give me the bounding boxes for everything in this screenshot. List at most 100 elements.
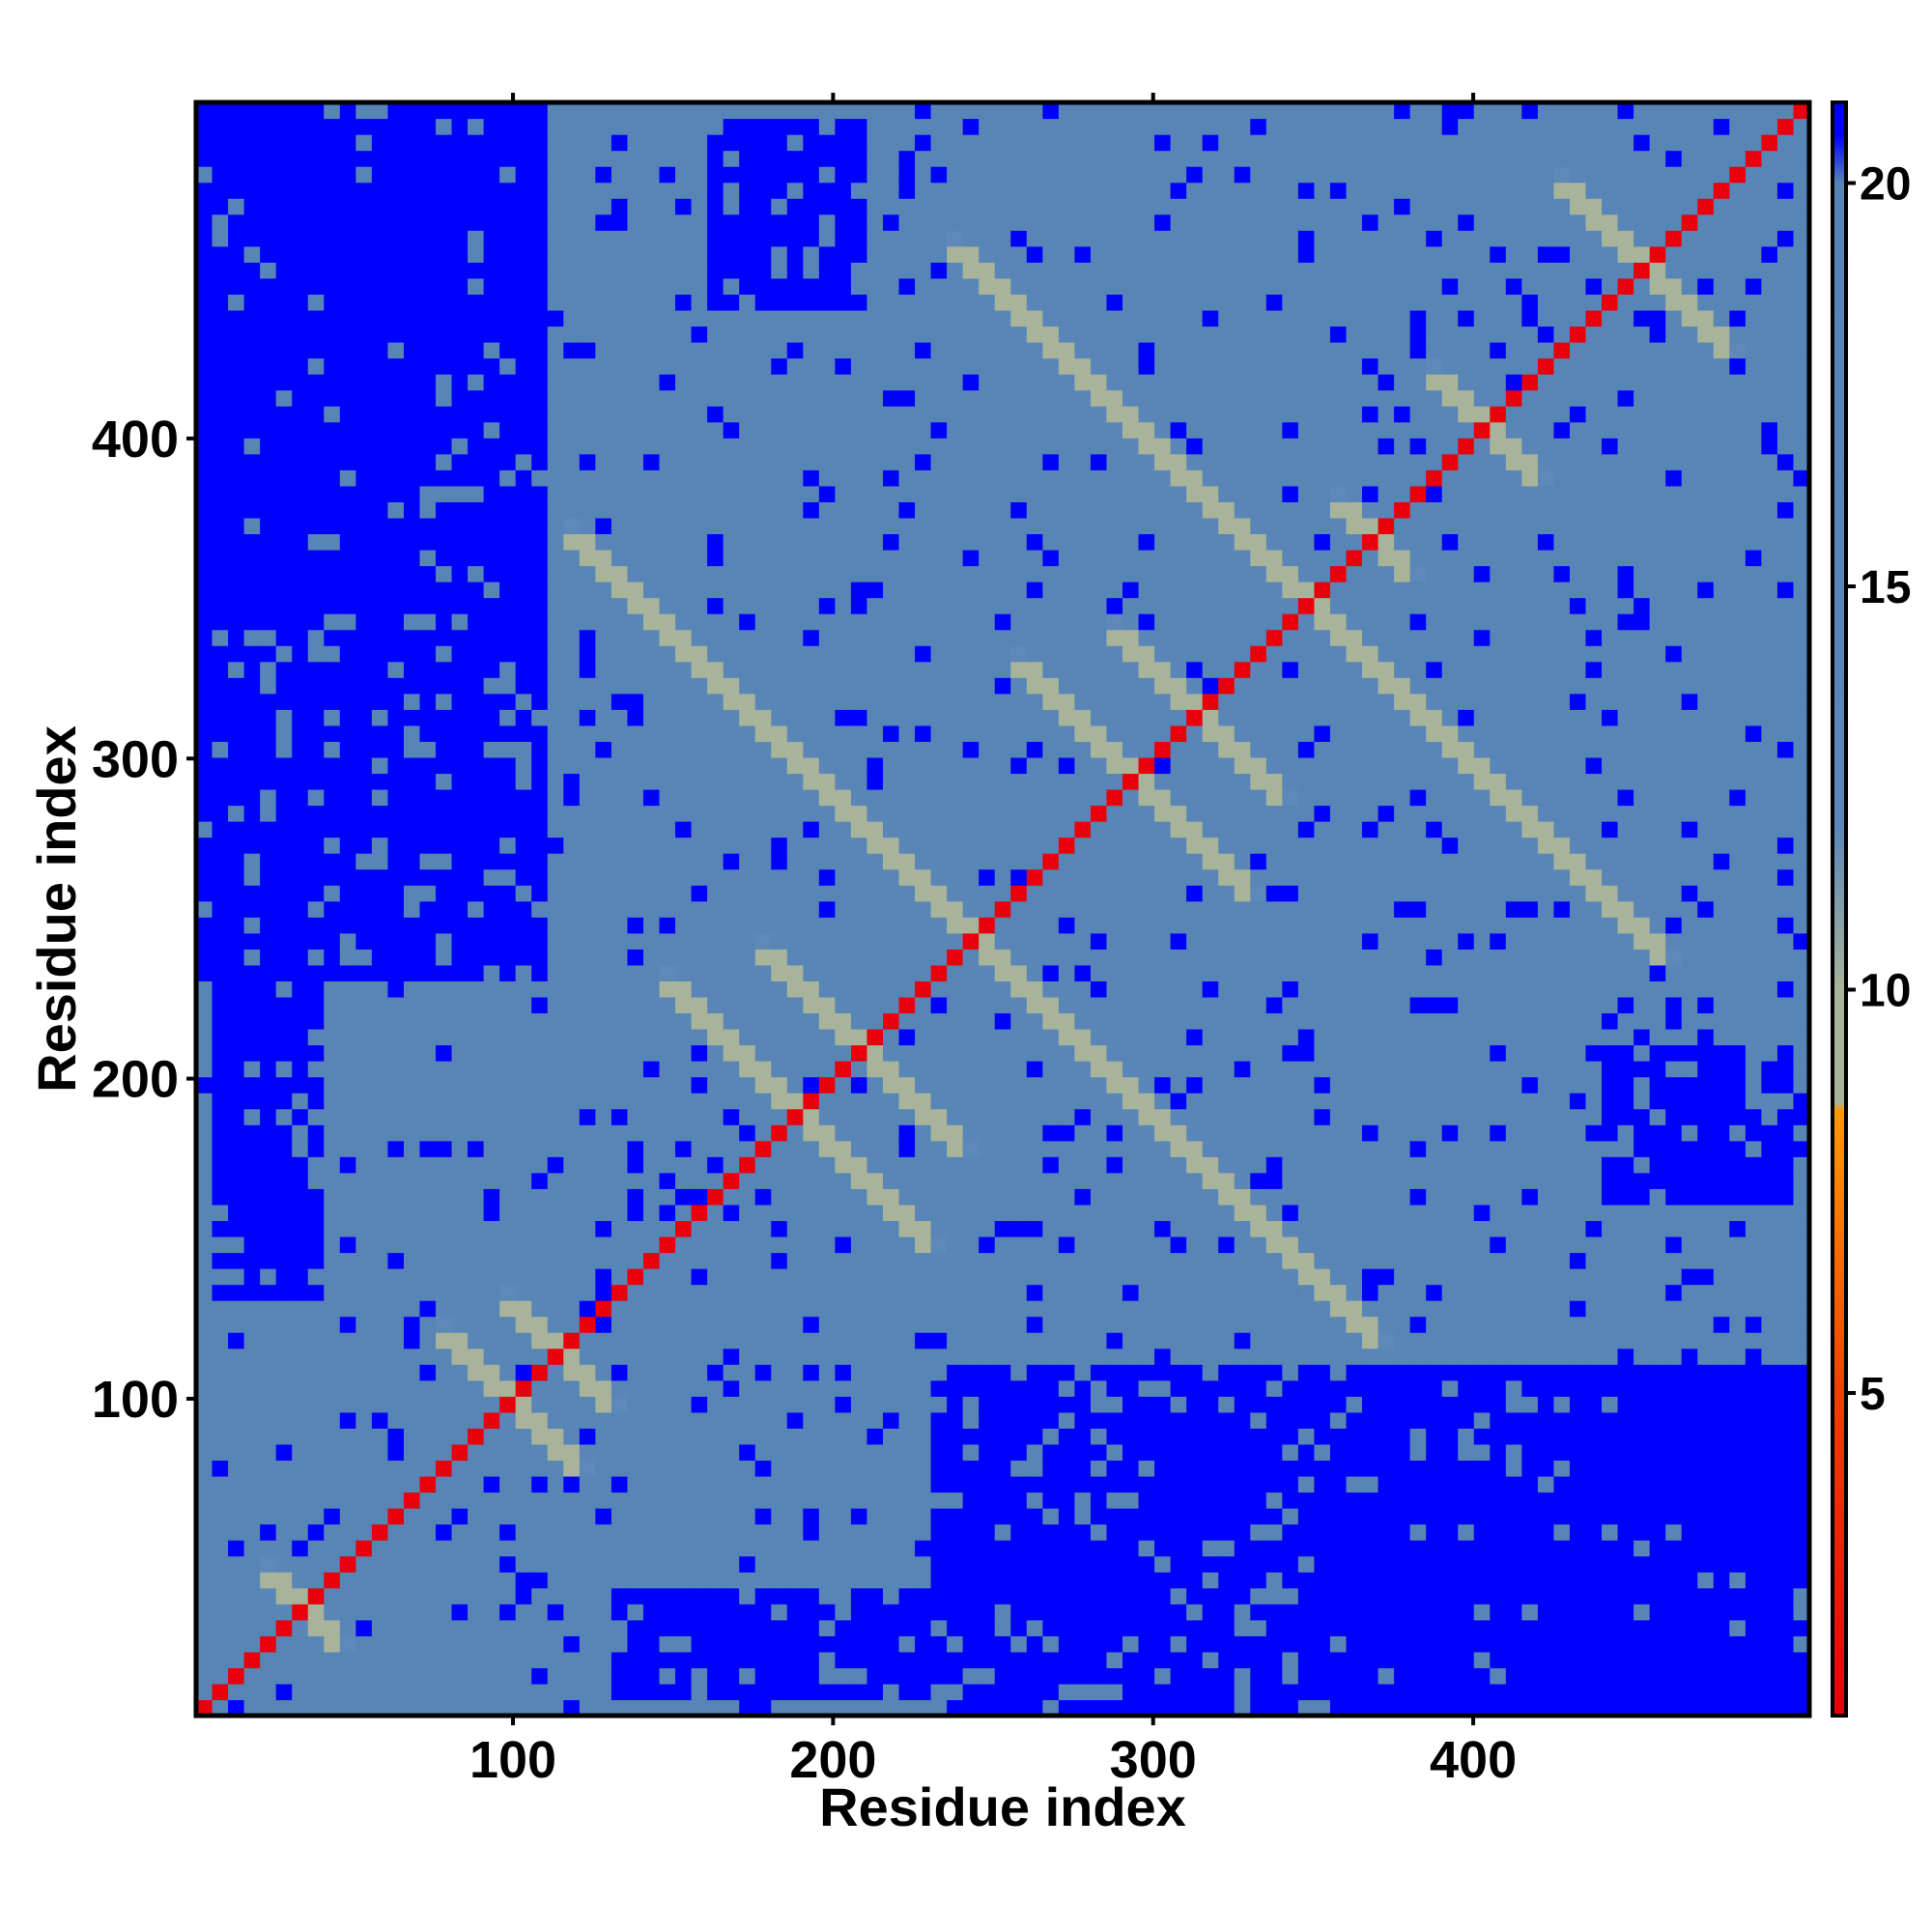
heatmap-cell (531, 1555, 549, 1573)
heatmap-cell (786, 501, 804, 519)
heatmap-cell (531, 406, 549, 423)
heatmap-cell (947, 1428, 964, 1445)
heatmap-cell (339, 1061, 356, 1078)
heatmap-cell (324, 1093, 341, 1110)
heatmap-cell (803, 150, 820, 167)
heatmap-cell (627, 724, 644, 742)
heatmap-cell (324, 1523, 341, 1541)
heatmap-cell (627, 230, 644, 247)
heatmap-cell (212, 645, 229, 663)
heatmap-cell (483, 1523, 500, 1541)
heatmap-cell (436, 693, 453, 710)
heatmap-cell (531, 693, 549, 710)
heatmap-cell (947, 517, 964, 535)
heatmap-cell (627, 917, 644, 934)
heatmap-cell (275, 1364, 293, 1381)
heatmap-cell (595, 1348, 612, 1365)
heatmap-cell (818, 1364, 836, 1381)
heatmap-cell (228, 374, 245, 391)
heatmap-cell (260, 1300, 277, 1318)
heatmap-cell (786, 150, 804, 167)
heatmap-cell (915, 1029, 932, 1046)
heatmap-cell (771, 374, 788, 391)
heatmap-cell (818, 1651, 836, 1668)
heatmap-cell (707, 1108, 724, 1125)
heatmap-cell (611, 1667, 629, 1685)
heatmap-cell (882, 245, 900, 263)
heatmap-cell (387, 1348, 405, 1365)
heatmap-cell (930, 485, 948, 502)
heatmap-cell (659, 1316, 676, 1333)
heatmap-cell (627, 134, 644, 152)
heatmap-cell (275, 1124, 293, 1142)
heatmap-cell (771, 917, 788, 934)
heatmap-cell (691, 1093, 708, 1110)
heatmap-cell (771, 1572, 788, 1589)
heatmap-cell (483, 1188, 500, 1206)
heatmap-cell (962, 262, 980, 279)
heatmap-cell (436, 438, 453, 455)
heatmap-cell (867, 1411, 884, 1429)
heatmap-cell (915, 773, 932, 790)
heatmap-cell (260, 1572, 277, 1589)
heatmap-cell (930, 326, 948, 343)
heatmap-cell (882, 868, 900, 886)
heatmap-cell (403, 1284, 421, 1301)
heatmap-cell (324, 485, 341, 502)
heatmap-cell (307, 1443, 325, 1462)
heatmap-cell (915, 1475, 932, 1493)
heatmap-cell (419, 1635, 437, 1653)
heatmap-cell (835, 1140, 852, 1157)
heatmap-cell (947, 1044, 964, 1062)
heatmap-cell (803, 1572, 820, 1589)
heatmap-cell (515, 1332, 532, 1350)
heatmap-cell (739, 1396, 756, 1413)
heatmap-cell (531, 1204, 549, 1222)
heatmap-cell (611, 677, 629, 695)
heatmap-cell (642, 773, 661, 790)
heatmap-cell (803, 693, 820, 710)
heatmap-cell (930, 821, 948, 838)
heatmap-cell (754, 724, 772, 742)
heatmap-cell (739, 374, 756, 391)
heatmap-cell (339, 309, 356, 327)
heatmap-cell (947, 582, 964, 599)
heatmap-cell (196, 374, 213, 391)
heatmap-cell (642, 102, 661, 120)
heatmap-cell (339, 230, 356, 247)
heatmap-cell (451, 1587, 469, 1605)
heatmap-cell (723, 709, 740, 726)
heatmap-cell (835, 1619, 852, 1636)
heatmap-cell (515, 613, 532, 631)
heatmap-cell (468, 438, 485, 455)
heatmap-cell (436, 1587, 453, 1605)
heatmap-cell (642, 485, 661, 502)
heatmap-cell (355, 102, 373, 120)
heatmap-cell (468, 134, 485, 152)
heatmap-cell (212, 900, 229, 918)
heatmap-cell (754, 709, 772, 726)
heatmap-cell (212, 1443, 229, 1462)
heatmap-cell (468, 1475, 485, 1493)
heatmap-cell (850, 565, 868, 582)
heatmap-cell (739, 102, 756, 120)
heatmap-cell (691, 1300, 708, 1318)
heatmap-cell (579, 1411, 596, 1429)
heatmap-cell (339, 853, 356, 870)
heatmap-cell (818, 1188, 836, 1206)
heatmap-cell (739, 949, 756, 966)
heatmap-cell (499, 533, 517, 551)
heatmap-cell (243, 724, 261, 742)
heatmap-cell (515, 1683, 532, 1701)
heatmap-cell (691, 613, 708, 631)
heatmap-cell (627, 326, 644, 343)
heatmap-cell (387, 565, 405, 582)
heatmap-cell (196, 1029, 213, 1046)
heatmap-cell (355, 1124, 373, 1142)
heatmap-cell (260, 1204, 277, 1222)
heatmap-cell (659, 421, 676, 439)
heatmap-cell (483, 389, 500, 407)
heatmap-cell (771, 1475, 788, 1493)
heatmap-cell (611, 1029, 629, 1046)
heatmap-cell (451, 1635, 469, 1653)
